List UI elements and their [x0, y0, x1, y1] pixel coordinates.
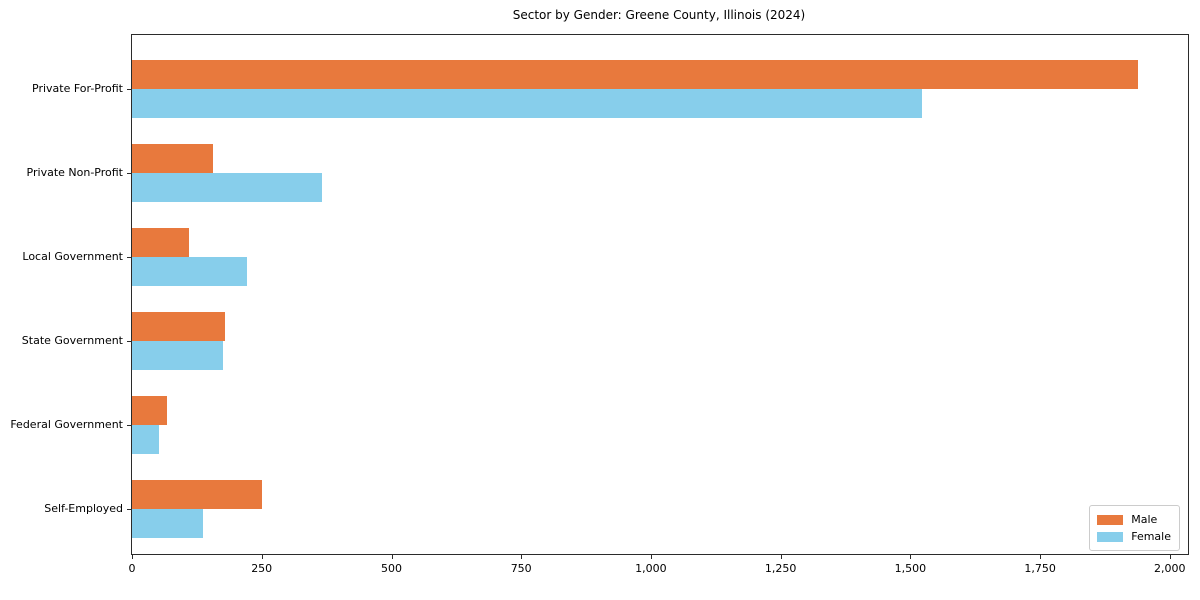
y-axis-label-private-for-profit: Private For-Profit — [32, 82, 123, 95]
legend-label-female: Female — [1131, 530, 1171, 543]
x-tick-label-250: 250 — [251, 562, 273, 575]
bar-male-local-government — [132, 228, 190, 257]
x-tick-label-500: 500 — [381, 562, 402, 575]
x-tick-label-1-500: 1,500 — [894, 562, 927, 575]
bar-male-private-non-profit — [132, 144, 213, 173]
x-tick-mark — [1040, 555, 1042, 559]
y-tick-mark — [127, 508, 131, 510]
bar-female-federal-government — [132, 425, 159, 454]
x-tick-mark — [521, 555, 523, 559]
legend-item-male: Male — [1097, 511, 1171, 528]
legend-item-female: Female — [1097, 528, 1171, 545]
y-axis-label-federal-government: Federal Government — [10, 418, 123, 431]
x-tick-label-0: 0 — [128, 562, 136, 575]
bar-male-private-for-profit — [132, 60, 1138, 89]
x-tick-mark — [650, 555, 652, 559]
y-tick-mark — [127, 88, 131, 90]
legend-swatch-male — [1097, 514, 1124, 525]
bar-female-local-government — [132, 257, 248, 286]
plot-area: Private For-Profit Private Non-Profit Loca… — [10, 34, 1189, 575]
x-tick-label-2-000: 2,000 — [1154, 562, 1186, 575]
bar-male-self-employed — [132, 480, 263, 509]
x-tick-label-1-000: 1,000 — [635, 562, 667, 575]
x-tick-mark — [780, 555, 782, 559]
y-tick-mark — [127, 340, 131, 342]
bar-female-private-for-profit — [132, 89, 922, 118]
x-tick-label-750: 750 — [510, 562, 532, 575]
chart-title: Sector by Gender: Greene County, Illinoi… — [512, 8, 806, 22]
bar-male-federal-government — [132, 396, 168, 425]
y-tick-mark — [127, 424, 131, 426]
bar-female-state-government — [132, 341, 223, 370]
legend-swatch-female — [1097, 531, 1124, 542]
x-tick-mark — [132, 555, 133, 559]
y-tick-mark — [127, 256, 131, 258]
legend-label-male: Male — [1131, 513, 1158, 526]
bar-male-state-government — [132, 312, 225, 341]
bar-female-private-non-profit — [132, 173, 322, 202]
y-axis-label-self-employed: Self-Employed — [44, 502, 123, 515]
y-axis-label-private-non-profit: Private Non-Profit — [26, 166, 123, 179]
y-axis-label-local-government: Local Government — [22, 250, 123, 263]
x-tick-label-1-750: 1,750 — [1024, 562, 1056, 575]
x-tick-mark — [910, 555, 912, 559]
x-tick-label-1-250: 1,250 — [764, 562, 797, 575]
bar-female-self-employed — [132, 509, 204, 538]
y-axis-label-state-government: State Government — [21, 334, 123, 347]
legend: Male Female — [1089, 505, 1180, 551]
x-tick-mark — [1169, 555, 1171, 559]
y-tick-mark — [127, 172, 131, 174]
x-tick-mark — [391, 555, 393, 559]
x-tick-mark — [261, 555, 263, 559]
